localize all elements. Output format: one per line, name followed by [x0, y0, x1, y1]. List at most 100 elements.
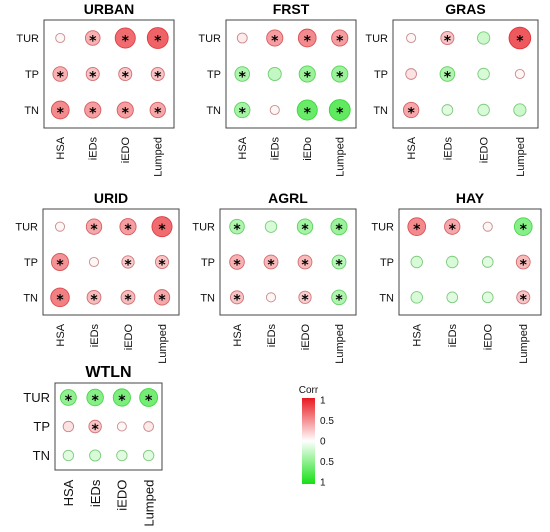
corr-circle	[269, 104, 280, 116]
column-label: Lumped	[335, 137, 347, 177]
corr-circle	[88, 256, 100, 268]
row-label: TN	[200, 292, 215, 304]
corr-circle	[513, 217, 533, 236]
legend-tick-label: 0	[320, 437, 326, 448]
row-label: TN	[33, 448, 50, 463]
corr-circle	[516, 290, 531, 305]
significance-star: *	[154, 69, 162, 85]
corr-circle	[89, 449, 102, 462]
significance-star: *	[301, 222, 309, 238]
corr-circle	[114, 27, 136, 49]
column-label: Lumped	[141, 480, 156, 527]
corr-circle	[55, 32, 66, 44]
panel-urid: URID TUR * * * TP * * * TN * * * * HSA iEDs iEDO Lumped	[15, 190, 180, 364]
significance-star: *	[233, 222, 241, 238]
corr-circle	[265, 292, 277, 303]
column-label: HSA	[55, 323, 67, 346]
corr-circle	[139, 388, 159, 407]
significance-star: *	[520, 257, 528, 273]
significance-star: *	[271, 33, 279, 49]
corr-circle	[119, 218, 137, 236]
corr-circle	[62, 449, 75, 462]
significance-star: *	[90, 222, 98, 238]
corr-circle	[328, 99, 351, 121]
panel-frst: FRST TUR * * * TP * * * TN * * * HSA iEDs iEDo Lumped	[198, 1, 357, 177]
row-label: TP	[24, 257, 38, 269]
row-label: TUR	[371, 222, 394, 234]
corr-circle	[62, 420, 75, 433]
significance-star: *	[89, 69, 97, 85]
row-label: TN	[373, 105, 388, 117]
column-label: iEDs	[270, 136, 282, 160]
column-label: iEDO	[115, 480, 130, 511]
significance-star: *	[57, 105, 65, 121]
legend-tick-label: 1	[320, 396, 326, 407]
corr-circle	[229, 218, 245, 235]
corr-circle	[263, 254, 279, 270]
significance-star: *	[233, 257, 241, 273]
column-label: HSA	[55, 136, 67, 159]
row-label: TP	[380, 257, 394, 269]
panel-title: AGRL	[268, 190, 308, 206]
column-label: iEDs	[89, 323, 101, 347]
panel-title: URID	[94, 190, 128, 206]
column-label: iEDO	[123, 324, 135, 351]
corr-circle	[297, 254, 313, 270]
significance-star: *	[335, 222, 343, 238]
column-label: HSA	[237, 136, 249, 159]
corr-circle	[234, 66, 251, 82]
column-label: HSA	[412, 323, 424, 346]
significance-star: *	[122, 69, 130, 85]
row-label: TUR	[23, 390, 50, 405]
corr-circle	[116, 449, 128, 462]
significance-star: *	[118, 393, 126, 409]
corr-circle	[112, 388, 131, 407]
corr-circle	[331, 254, 347, 270]
row-label: TN	[379, 292, 394, 304]
significance-star: *	[520, 293, 528, 309]
significance-star: *	[145, 393, 153, 409]
corr-circle	[508, 26, 532, 50]
row-label: TN	[23, 292, 38, 304]
corr-circle	[230, 290, 244, 305]
panel-title: HAY	[456, 190, 485, 206]
corr-circle	[142, 449, 155, 462]
panel-title: WTLN	[85, 364, 131, 381]
significance-star: *	[91, 422, 99, 438]
significance-star: *	[336, 105, 344, 121]
corr-circle	[234, 101, 251, 119]
row-label: TP	[374, 69, 388, 81]
corr-circle	[116, 421, 127, 432]
significance-star: *	[56, 293, 64, 309]
significance-star: *	[413, 222, 421, 238]
panel-title: GRAS	[445, 1, 485, 17]
significance-star: *	[407, 105, 415, 121]
column-label: iEDO	[300, 324, 312, 351]
column-label: Lumped	[334, 324, 346, 364]
significance-star: *	[124, 257, 132, 273]
significance-star: *	[57, 69, 65, 85]
corr-circle	[331, 289, 347, 306]
significance-star: *	[444, 33, 452, 49]
corr-circle	[444, 218, 461, 235]
corr-circle	[410, 255, 423, 269]
corr-circle	[477, 103, 490, 117]
corr-circle	[264, 220, 278, 233]
legend-colorbar	[302, 398, 315, 484]
panel-urban: URBAN TUR * * * TP * * * * TN * * * * HSA iEDs iEDO Lumped	[16, 1, 175, 177]
significance-star: *	[304, 33, 312, 49]
row-label: TUR	[365, 33, 388, 45]
corr-circle	[267, 67, 282, 81]
row-label: TN	[24, 105, 39, 117]
corr-circle	[150, 67, 165, 81]
row-label: TP	[201, 257, 215, 269]
column-label: iEDs	[442, 136, 454, 160]
corr-circle	[143, 421, 154, 432]
corr-circle	[50, 287, 70, 308]
corr-circle	[296, 99, 318, 121]
significance-star: *	[158, 257, 166, 273]
corr-circle	[482, 221, 493, 232]
significance-star: *	[122, 105, 130, 121]
